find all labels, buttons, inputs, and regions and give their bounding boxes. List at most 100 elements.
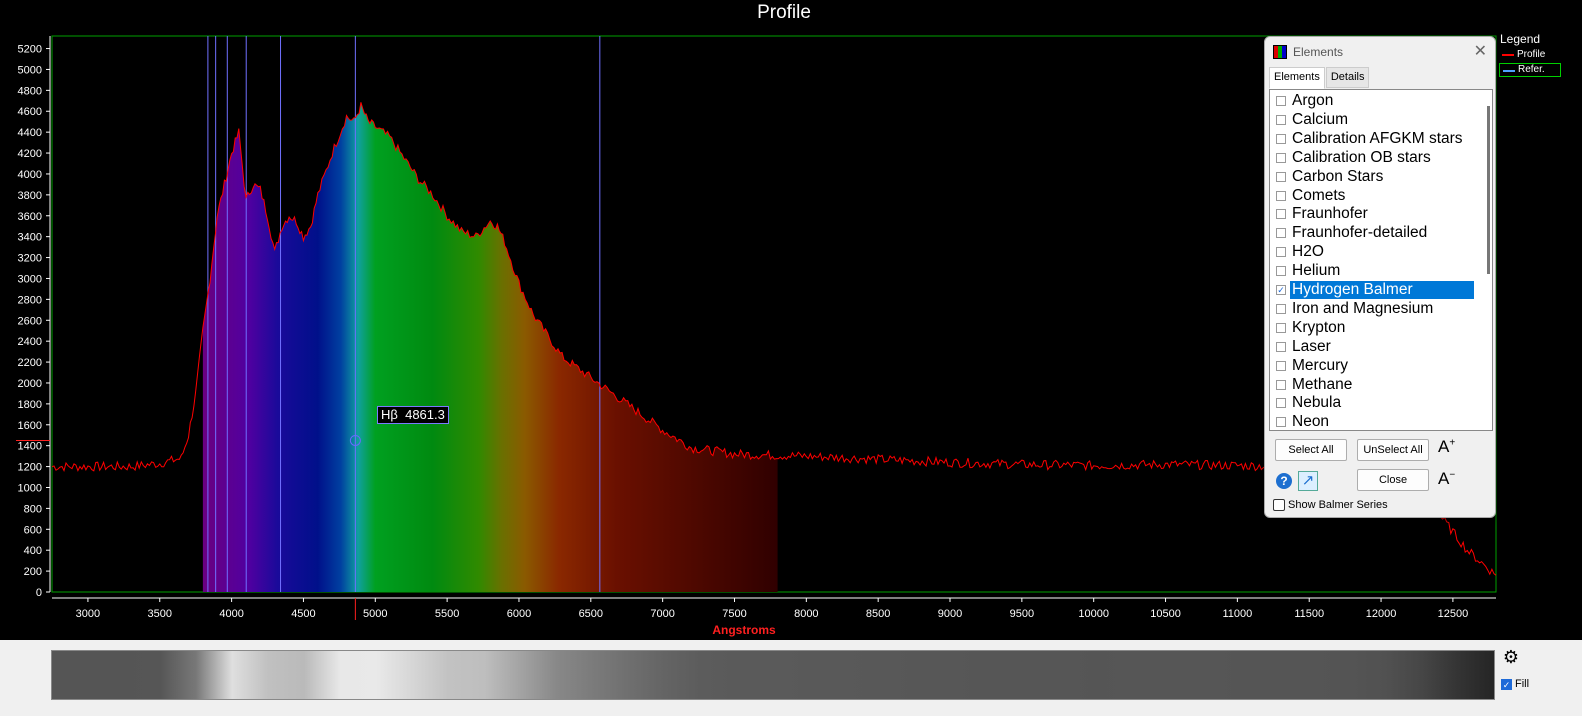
help-icon[interactable]: ? (1276, 473, 1292, 489)
y-tick-label: 1600 (18, 420, 42, 432)
list-item-label: Comets (1292, 186, 1346, 204)
elements-list[interactable]: Argon Calcium Calibration AFGKM stars Calib… (1269, 89, 1493, 431)
list-item-checkbox[interactable] (1276, 303, 1286, 314)
list-item[interactable]: Fraunhofer-detailed (1276, 224, 1429, 242)
x-tick-label: 11500 (1294, 608, 1324, 620)
legend: Legend Profile Refer. (1499, 32, 1568, 77)
profile-swatch-icon (1502, 54, 1514, 56)
list-item-checkbox[interactable] (1276, 417, 1286, 428)
y-tick-label: 1200 (18, 462, 42, 474)
tab-details[interactable]: Details (1325, 67, 1370, 88)
y-tick-label: 1800 (18, 399, 42, 411)
spectrum-strip[interactable] (51, 650, 1495, 700)
legend-item-reference[interactable]: Refer. (1499, 63, 1561, 77)
x-tick-label: 5500 (435, 608, 459, 620)
list-item-label: Methane (1292, 375, 1353, 393)
list-item[interactable]: Comets (1276, 187, 1347, 205)
list-item-checkbox[interactable] (1276, 341, 1286, 352)
legend-label-profile: Profile (1517, 49, 1546, 60)
profile-chart[interactable]: 3000 3500 4000 4500 5000 5500 6000 6500 7000 7500… (0, 0, 1582, 640)
x-tick-label: 6500 (579, 608, 603, 620)
elements-dialog: Elements ✕ Elements Details Argon Calcium… (1264, 36, 1496, 518)
list-item[interactable]: Methane (1276, 376, 1354, 394)
list-item[interactable]: Calcium (1276, 111, 1350, 129)
list-item-checkbox[interactable] (1276, 247, 1286, 258)
y-tick-label: 3400 (18, 232, 42, 244)
fill-check-icon[interactable]: ✓ (1501, 678, 1512, 690)
select-all-button[interactable]: Select All (1275, 439, 1347, 461)
y-tick-label: 2800 (18, 294, 42, 306)
x-axis-label: Angstroms (712, 623, 776, 637)
list-item[interactable]: Iron and Magnesium (1276, 300, 1435, 318)
y-tick-label: 0 (36, 587, 42, 599)
y-tick-label: 4000 (18, 169, 42, 181)
list-item-checkbox[interactable] (1276, 133, 1286, 144)
dialog-tabs: Elements Details (1269, 67, 1370, 89)
list-item-label: Calibration OB stars (1292, 148, 1431, 166)
y-tick-label: 4400 (18, 127, 42, 139)
unselect-all-button[interactable]: UnSelect All (1357, 439, 1429, 461)
x-tick-label: 7500 (722, 608, 746, 620)
reference-swatch-icon (1503, 70, 1515, 72)
list-item[interactable]: Carbon Stars (1276, 168, 1385, 186)
list-item[interactable]: Argon (1276, 92, 1335, 110)
list-item[interactable]: Helium (1276, 262, 1342, 280)
list-item-checkbox[interactable] (1276, 152, 1286, 163)
list-item-checkbox[interactable] (1276, 171, 1286, 182)
font-decrease-button[interactable]: A− (1438, 469, 1456, 488)
list-item-checkbox[interactable] (1276, 266, 1286, 277)
y-tick-label: 5200 (18, 44, 42, 56)
list-item-label: Mercury (1292, 356, 1348, 374)
legend-item-profile[interactable]: Profile (1499, 48, 1568, 62)
dialog-titlebar[interactable]: Elements (1273, 43, 1343, 61)
app-icon (1273, 45, 1287, 59)
list-item-checkbox[interactable] (1276, 379, 1286, 390)
list-item[interactable]: ✓ Hydrogen Balmer (1276, 281, 1474, 299)
list-item-checkbox[interactable] (1276, 209, 1286, 220)
hbeta-marker-label: Hβ 4861.3 (377, 406, 449, 424)
legend-label-reference: Refer. (1518, 64, 1545, 75)
font-increase-button[interactable]: A+ (1438, 437, 1456, 456)
y-tick-label: 2200 (18, 357, 42, 369)
y-tick-label: 800 (24, 503, 42, 515)
x-tick-label: 10000 (1078, 608, 1109, 620)
tab-elements[interactable]: Elements (1269, 67, 1325, 89)
list-item-checkbox[interactable]: ✓ (1276, 285, 1286, 295)
x-tick-label: 11000 (1222, 608, 1252, 620)
list-item-checkbox[interactable] (1276, 114, 1286, 125)
checkbox-box[interactable] (1273, 499, 1285, 511)
list-item[interactable]: Calibration AFGKM stars (1276, 130, 1465, 148)
list-item[interactable]: Nebula (1276, 394, 1343, 412)
x-tick-label: 12500 (1438, 608, 1469, 620)
list-item[interactable]: Mercury (1276, 357, 1350, 375)
y-tick-label: 2000 (18, 378, 42, 390)
external-link-icon[interactable]: ↗ (1298, 471, 1318, 491)
list-item-checkbox[interactable] (1276, 398, 1286, 409)
list-item-checkbox[interactable] (1276, 96, 1286, 106)
list-item-label: Krypton (1292, 318, 1346, 336)
list-item[interactable]: Fraunhofer (1276, 205, 1370, 223)
list-item-checkbox[interactable] (1276, 322, 1286, 333)
x-tick-label: 4500 (291, 608, 315, 620)
list-item-label: H2O (1292, 243, 1324, 261)
list-item-checkbox[interactable] (1276, 360, 1286, 371)
show-balmer-label: Show Balmer Series (1288, 499, 1388, 511)
list-item-checkbox[interactable] (1276, 228, 1286, 239)
show-balmer-checkbox[interactable]: Show Balmer Series (1273, 499, 1388, 511)
list-item-checkbox[interactable] (1276, 190, 1286, 201)
gear-icon[interactable]: ⚙ (1502, 647, 1520, 667)
x-tick-label: 6000 (507, 608, 531, 620)
list-item[interactable]: Neon (1276, 413, 1331, 430)
list-item[interactable]: Krypton (1276, 319, 1347, 337)
x-tick-label: 3000 (76, 608, 100, 620)
x-tick-label: 9500 (1010, 608, 1034, 620)
list-item-label: Hydrogen Balmer (1290, 281, 1474, 299)
list-item[interactable]: Laser (1276, 338, 1333, 356)
close-button[interactable]: Close (1357, 469, 1429, 491)
close-icon[interactable]: ✕ (1473, 43, 1487, 60)
list-item[interactable]: Calibration OB stars (1276, 149, 1433, 167)
list-item[interactable]: H2O (1276, 243, 1326, 261)
list-item-label: Carbon Stars (1292, 167, 1384, 185)
fill-checkbox[interactable]: ✓ Fill (1501, 678, 1529, 690)
list-scrollbar[interactable] (1487, 106, 1490, 274)
